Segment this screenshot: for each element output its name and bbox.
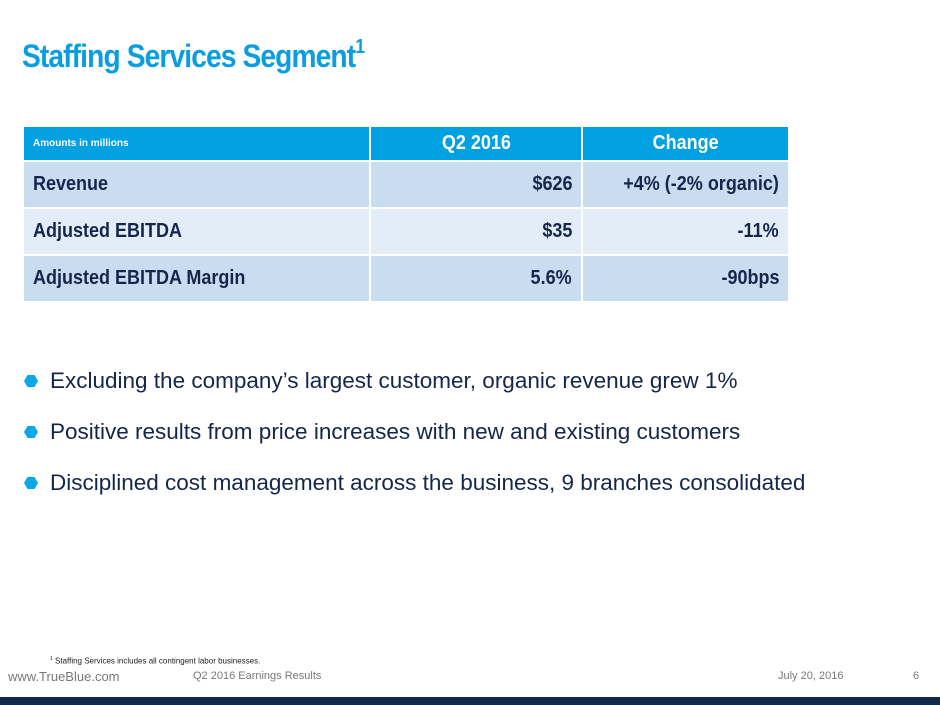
results-table: Amounts in millions Q2 2016 Change Reven… [22,125,790,303]
row-change: +4% (-2% organic) [581,160,790,209]
footer-bar [0,697,940,705]
footer-website[interactable]: www.TrueBlue.com [8,669,120,684]
bullet-item: Disciplined cost management across the b… [22,468,810,497]
bullet-item: Positive results from price increases wi… [22,417,872,446]
row-change: -11% [581,207,790,256]
row-label-text: Revenue [33,173,109,195]
table-row: Revenue $626 +4% (-2% organic) [22,160,790,209]
row-value: 5.6% [369,254,583,303]
header-amounts-label: Amounts in millions [22,125,371,162]
header-q2-text: Q2 2016 [441,132,511,154]
hexagon-bullet-icon [24,375,38,387]
row-label: Adjusted EBITDA [22,207,371,256]
hexagon-bullet-icon [24,426,38,438]
bullet-text: Excluding the company’s largest customer… [50,368,738,393]
row-value: $35 [369,207,583,256]
row-value-text: 5.6% [530,267,572,289]
header-q2-2016: Q2 2016 [369,125,583,162]
row-change: -90bps [581,254,790,303]
row-label: Adjusted EBITDA Margin [22,254,371,303]
slide-title: Staffing Services Segment1 [22,36,365,75]
footer-deck-title: Q2 2016 Earnings Results [193,670,322,682]
table-row: Adjusted EBITDA Margin 5.6% -90bps [22,254,790,303]
header-change: Change [581,125,790,162]
bullet-text: Positive results from price increases wi… [50,419,741,444]
bullet-list: Excluding the company’s largest customer… [22,366,872,519]
row-label-text: Adjusted EBITDA [33,220,183,242]
footnote: 1 Staffing Services includes all conting… [50,656,260,666]
footer-date: July 20, 2016 [778,670,844,682]
footnote-text: Staffing Services includes all contingen… [55,656,261,666]
row-label: Revenue [22,160,371,209]
hexagon-bullet-icon [24,477,38,489]
table-header: Amounts in millions Q2 2016 Change [22,125,790,162]
row-change-text: -11% [737,220,779,242]
row-value-text: $35 [541,220,572,242]
page-number: 6 [913,670,920,682]
row-value-text: $626 [531,173,572,195]
row-change-text: +4% (-2% organic) [623,173,779,195]
bullet-item: Excluding the company’s largest customer… [22,366,872,395]
bullet-text: Disciplined cost management across the b… [50,470,806,495]
table-row: Adjusted EBITDA $35 -11% [22,207,790,256]
header-change-text: Change [652,132,719,154]
footnote-marker: 1 [50,656,53,662]
title-footnote-marker: 1 [355,36,365,59]
row-label-text: Adjusted EBITDA Margin [33,267,246,289]
row-value: $626 [369,160,583,209]
title-text: Staffing Services Segment [22,38,356,74]
row-change-text: -90bps [720,267,779,289]
